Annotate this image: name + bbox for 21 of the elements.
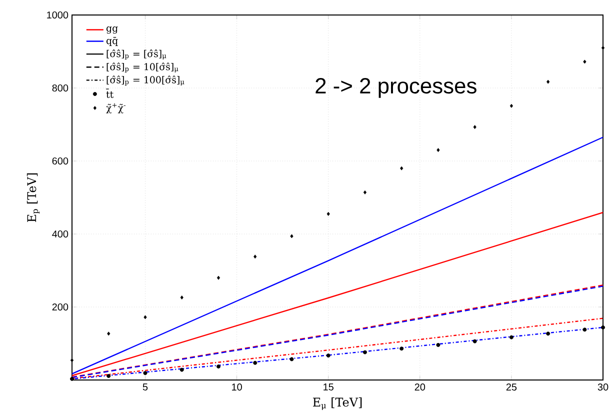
legend-label: t̄t [106, 88, 114, 98]
x-tick-label: 20 [414, 384, 426, 391]
y-axis-title: E$_{p}$ [TeV] [26, 173, 40, 222]
y-tick-label: 1000 [47, 11, 68, 19]
x-tick-label: 30 [598, 384, 608, 391]
annotation: [σ̂ŝ]$_{p}$ = [σ̂ŝ]$_{μ}$ [106, 50, 166, 60]
x-tick-label: 15 [324, 384, 334, 390]
legend-label: qq̄ [106, 37, 118, 46]
x-tick-label: 25 [506, 384, 517, 391]
legend-label: χ̃$^{+}$χ̃$^{-}$ [106, 103, 126, 114]
y-tick-label: 600 [52, 157, 68, 165]
y-tick-label: 400 [52, 230, 68, 238]
x-axis-title: E$_{μ}$ [TeV] [313, 397, 362, 410]
x-tick-label: 10 [232, 384, 242, 391]
x-tick-label: 5 [142, 384, 148, 390]
legend-label: gg [106, 26, 118, 34]
y-tick-label: 200 [52, 303, 68, 311]
y-tick-label: 800 [52, 84, 68, 92]
annotation: 2 -> 2 processes [316, 78, 476, 98]
annotation: [σ̂ŝ]$_{p}$ = 10[σ̂ŝ]$_{μ}$ [106, 62, 178, 73]
annotation: [σ̂ŝ]$_{p}$ = 100[σ̂ŝ]$_{μ}$ [106, 76, 184, 86]
